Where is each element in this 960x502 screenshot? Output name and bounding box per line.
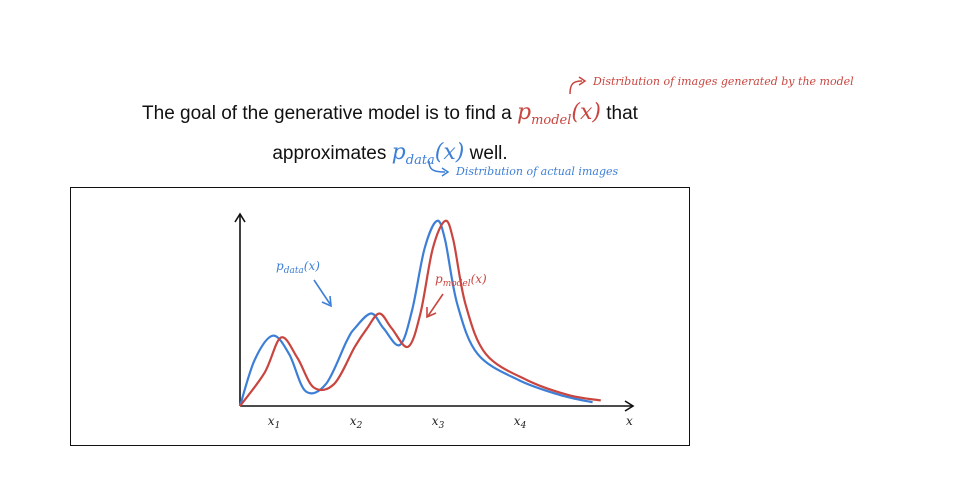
headline-line2-suffix: well. (469, 143, 508, 164)
p-model-label-arrow-icon (427, 293, 444, 317)
x-tick-label-1: x1 (268, 414, 281, 431)
headline-line-1: The goal of the generative model is to f… (60, 97, 720, 137)
x-tick-label-4: x4 (514, 414, 527, 431)
y-axis-arrowhead-icon (234, 212, 246, 223)
x-axis-label: x (626, 414, 633, 428)
chart-frame (70, 187, 690, 446)
series-line-model (239, 219, 601, 407)
x-tick-label-2: x2 (350, 414, 363, 431)
p-data-label-arrowhead-icon (321, 295, 332, 308)
series-line-data (238, 219, 593, 407)
p-model-curve-label: pmodel(x) (435, 272, 487, 289)
headline-line1-suffix: that (606, 103, 638, 124)
headline-line-2: approximates pdata(x) well. (60, 137, 720, 177)
model-note: Distribution of images generated by the … (593, 75, 854, 88)
data-note: Distribution of actual images (456, 165, 619, 178)
p-model-label-arrowhead-icon (426, 307, 437, 319)
model-note-arrow-icon (569, 76, 587, 95)
distribution-chart: x1 x2 x3 x4 x pdata(x) pmodel(x) (234, 212, 635, 431)
data-note-arrow-icon (428, 160, 450, 177)
p-model-symbol: pmodel(x) (516, 100, 601, 128)
x-tick-label-3: x3 (432, 414, 445, 431)
p-data-label-arrow-icon (313, 279, 331, 305)
headline-line2-prefix: approximates (272, 143, 387, 164)
p-data-symbol: pdata(x) (391, 140, 465, 168)
x-axis-arrowhead-icon (624, 400, 635, 412)
headline-line1-prefix: The goal of the generative model is to f… (142, 103, 512, 124)
headline: The goal of the generative model is to f… (60, 97, 720, 177)
p-data-curve-label: pdata(x) (276, 259, 320, 276)
